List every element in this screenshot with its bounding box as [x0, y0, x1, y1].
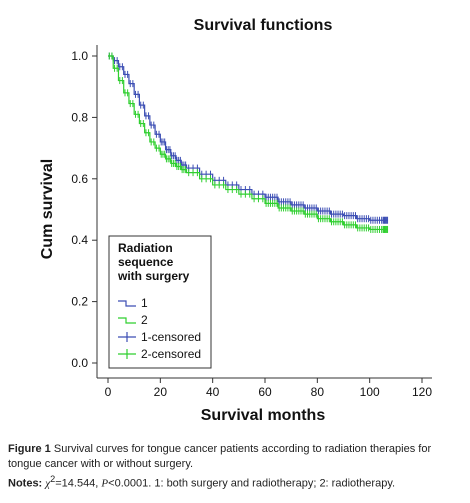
caption-body: Survival curves for tongue cancer patien…: [8, 443, 432, 470]
survival-chart: Survival functions 0 20 40 60 80 100 120 0.0 0.2…: [39, 17, 432, 424]
figure-caption: Figure 1 Survival curves for tongue canc…: [8, 442, 466, 492]
chart-title: Survival functions: [194, 17, 333, 34]
notes-rest: <0.0001. 1: both surgery and radiotherap…: [108, 477, 396, 490]
caption-text: Figure 1 Survival curves for tongue canc…: [8, 442, 466, 472]
caption-label: Figure 1: [8, 443, 51, 455]
notes-label: Notes:: [8, 477, 43, 490]
y-axis-title: Cum survival: [39, 159, 56, 259]
curves: [108, 52, 389, 233]
x-tick-label: 100: [360, 385, 380, 399]
legend-title-line: Radiation: [118, 241, 173, 255]
chi-symbol: χ: [45, 477, 51, 490]
x-tick-label: 120: [412, 385, 432, 399]
chart-svg: Survival functions 0 20 40 60 80 100 120 0.0 0.2…: [39, 17, 432, 424]
x-tick-label: 60: [258, 385, 272, 399]
legend-item-label: 1: [141, 296, 148, 310]
x-tick-label: 40: [206, 385, 220, 399]
survival-curve-1: [108, 55, 388, 221]
y-tick-label: 0.4: [71, 233, 88, 247]
legend-symbol-line: [118, 300, 136, 307]
x-tick-label: 0: [105, 385, 112, 399]
x-tick-label: 80: [311, 385, 325, 399]
y-tick-label: 0.6: [71, 172, 88, 186]
survival-curve-2: [108, 55, 388, 231]
censor-marks-1: [108, 52, 389, 224]
notes-stat: =14.544,: [55, 477, 102, 490]
y-tick-label: 0.0: [71, 356, 88, 370]
y-tick-label: 0.8: [71, 110, 88, 124]
legend-symbol-line: [118, 317, 136, 324]
caption-notes: Notes: χ2=14.544, P<0.0001. 1: both surg…: [8, 472, 466, 492]
legend-item-label: 2-censored: [141, 347, 201, 361]
x-tick-label: 20: [154, 385, 168, 399]
censor-marks-2: [108, 52, 389, 233]
p-symbol: P: [101, 477, 109, 490]
legend-item-label: 1-censored: [141, 330, 201, 344]
legend-title-line: sequence: [118, 255, 174, 269]
legend-title-line: with surgery: [117, 269, 190, 283]
y-tick-label: 1.0: [71, 49, 88, 63]
y-tick-label: 0.2: [71, 295, 88, 309]
axes: 0 20 40 60 80 100 120 0.0 0.2 0.4 0.6 0.8 1.0: [71, 45, 432, 399]
chi-superscript: 2: [50, 474, 56, 484]
legend-item-label: 2: [141, 313, 148, 327]
x-axis-title: Survival months: [201, 407, 326, 424]
